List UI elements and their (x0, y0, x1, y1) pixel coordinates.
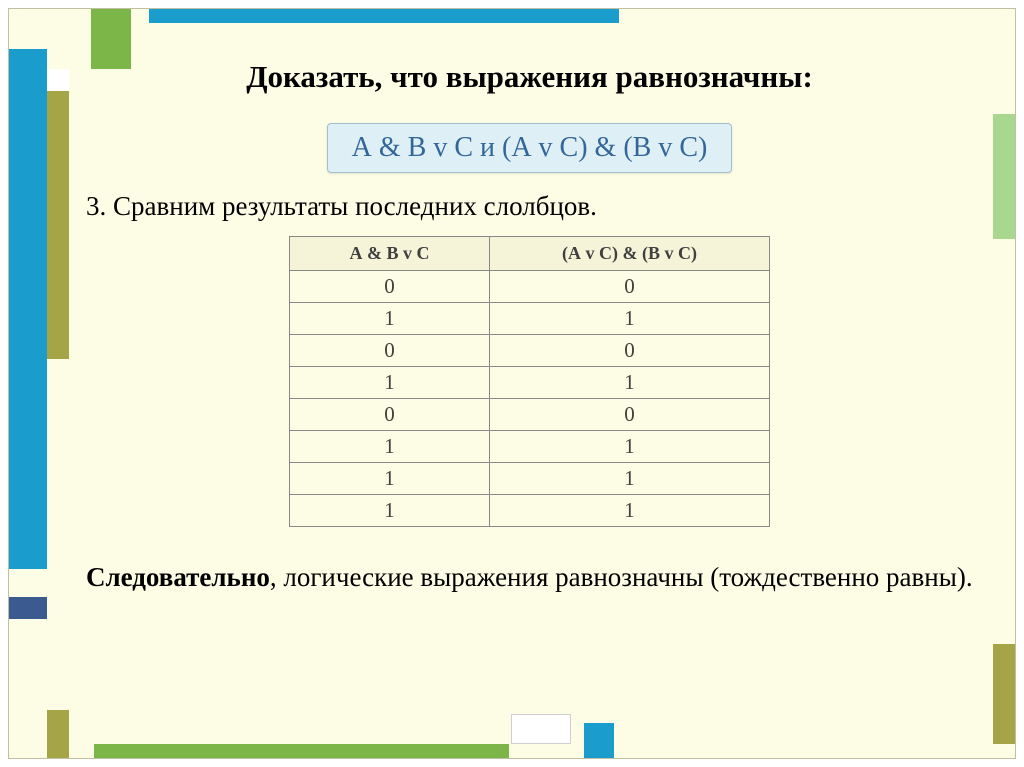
frame-decoration (47, 69, 69, 91)
slide-container: Доказать, что выражения равнозначны: А &… (8, 8, 1016, 759)
table-cell: 1 (490, 431, 770, 463)
frame-decoration (9, 49, 47, 569)
table-cell: 1 (290, 431, 490, 463)
conclusion-text: Следовательно, логические выражения равн… (86, 559, 975, 597)
conclusion-rest: , логические выражения равнозначны (тожд… (270, 562, 973, 592)
step-text: 3. Сравним результаты последних слолбцов… (86, 191, 975, 222)
table-cell: 1 (290, 367, 490, 399)
frame-decoration (149, 9, 619, 23)
table-cell: 0 (490, 335, 770, 367)
table-cell: 1 (290, 463, 490, 495)
frame-decoration (993, 114, 1015, 239)
table-header: (А v С) & (В v С) (490, 237, 770, 271)
table-header-row: А & В v С (А v С) & (В v С) (290, 237, 770, 271)
table-cell: 1 (490, 495, 770, 527)
table-cell: 1 (290, 495, 490, 527)
expression-box: А & В v С и (А v С) & (В v С) (327, 123, 733, 173)
table-cell: 0 (490, 399, 770, 431)
table-row: 11 (290, 463, 770, 495)
table-cell: 0 (290, 271, 490, 303)
table-row: 11 (290, 303, 770, 335)
truth-table: А & В v С (А v С) & (В v С) 001100110011… (289, 236, 770, 527)
table-row: 11 (290, 367, 770, 399)
table-row: 00 (290, 399, 770, 431)
frame-decoration (9, 597, 47, 619)
expression-wrapper: А & В v С и (А v С) & (В v С) (84, 123, 975, 173)
table-row: 00 (290, 271, 770, 303)
frame-decoration (47, 89, 69, 359)
frame-decoration (584, 723, 614, 758)
table-cell: 1 (490, 303, 770, 335)
frame-decoration (47, 710, 69, 758)
table-header: А & В v С (290, 237, 490, 271)
conclusion-bold: Следовательно (86, 562, 270, 592)
table-cell: 0 (290, 335, 490, 367)
table-cell: 1 (490, 463, 770, 495)
slide-title: Доказать, что выражения равнозначны: (84, 59, 975, 95)
table-row: 11 (290, 431, 770, 463)
frame-decoration (511, 714, 571, 744)
slide-content: Доказать, что выражения равнозначны: А &… (84, 59, 975, 597)
table-cell: 0 (290, 399, 490, 431)
table-cell: 0 (490, 271, 770, 303)
table-row: 11 (290, 495, 770, 527)
table-cell: 1 (290, 303, 490, 335)
frame-decoration (993, 644, 1015, 744)
table-row: 00 (290, 335, 770, 367)
table-cell: 1 (490, 367, 770, 399)
frame-decoration (94, 744, 509, 758)
